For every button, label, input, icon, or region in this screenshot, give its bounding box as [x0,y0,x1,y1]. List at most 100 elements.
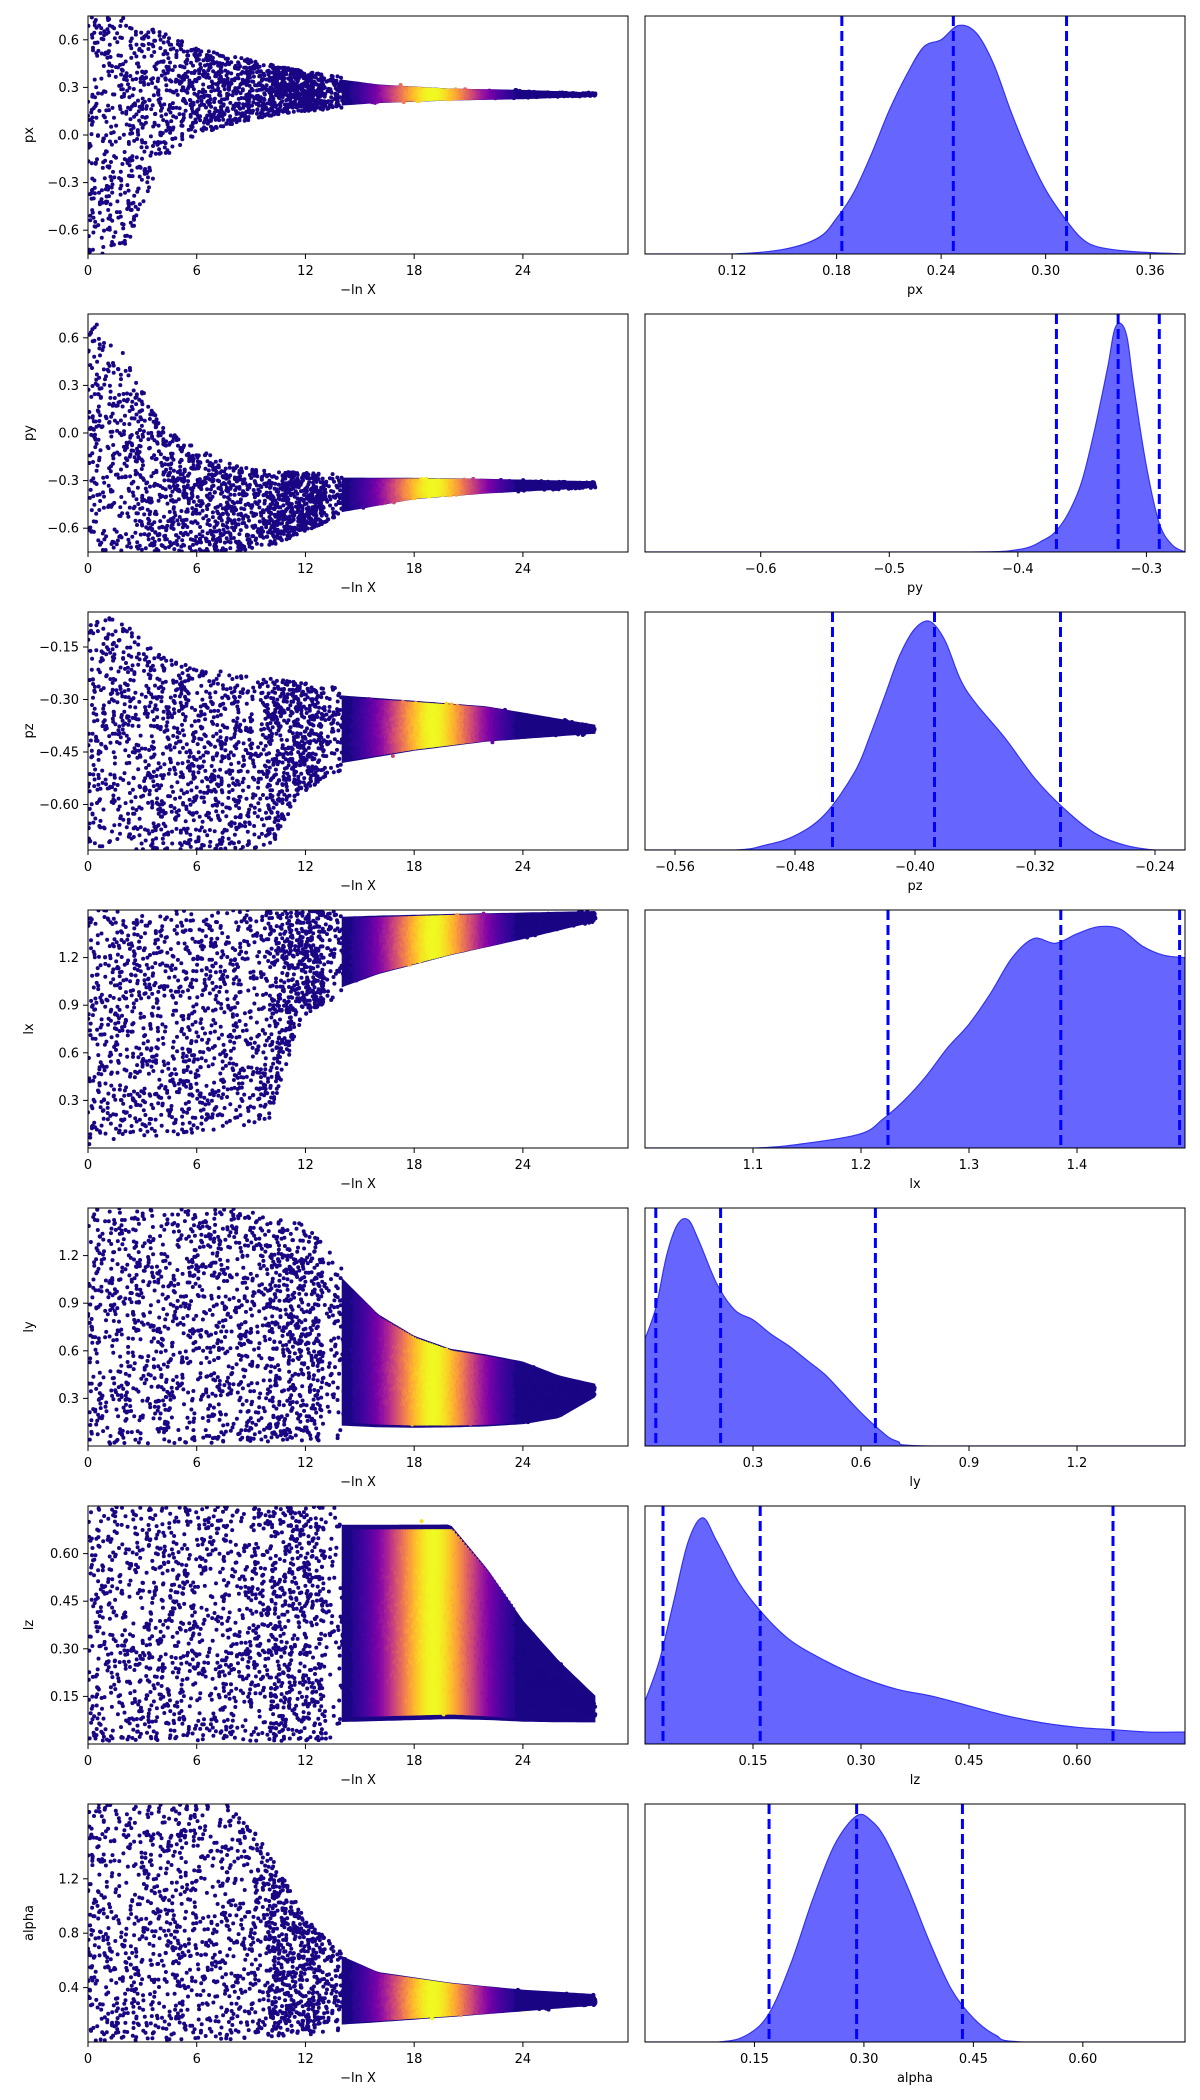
scatter-point [121,226,126,231]
scatter-point [185,532,190,537]
scatter-point [133,518,138,523]
scatter-point [93,95,97,100]
scatter-point [175,92,180,97]
scatter-point [198,65,203,70]
scatter-point [300,505,305,510]
scatter-point [90,247,95,252]
scatter-point [142,99,147,104]
scatter-point [232,492,237,497]
scatter-point [227,465,232,470]
scatter-point [199,540,203,545]
scatter-point [276,489,281,494]
scatter-point [134,77,139,81]
scatter-point [125,511,130,516]
scatter-point [350,496,355,501]
scatter-point [157,147,162,152]
scatter-point [135,137,140,141]
scatter-point [119,72,124,77]
scatter-point [123,241,128,246]
scatter-point [184,517,189,522]
scatter-point [246,115,251,119]
scatter-point [123,368,128,373]
scatter-point [107,42,112,47]
scatter-point [354,502,359,507]
scatter-point [137,202,142,207]
scatter-point [126,188,131,193]
scatter-point [91,215,96,220]
scatter-point [110,64,114,69]
scatter-point [104,149,109,154]
scatter-point [178,468,182,473]
scatter-point [224,536,229,541]
scatter-point [88,410,92,414]
scatter-point [98,413,103,418]
scatter-point [130,131,135,136]
scatter-point [292,513,297,518]
scatter-point [250,504,255,509]
scatter-point [119,183,124,188]
scatter-point [227,461,232,466]
scatter-point [356,480,361,485]
scatter-point [97,108,102,113]
scatter-point [122,500,127,505]
scatter-point [111,130,116,135]
scatter-point [309,102,314,107]
scatter-point [110,69,115,74]
scatter-point [134,459,139,464]
scatter-point [188,529,193,534]
scatter-point [121,222,126,227]
scatter-points [88,16,598,254]
scatter-point [119,83,124,88]
scatter-point [114,210,119,215]
scatter-point [147,532,152,537]
scatter-point [212,490,217,495]
scatter-point [221,102,226,107]
scatter-point [92,30,97,35]
scatter-point [150,81,155,85]
scatter-point [150,536,155,541]
scatter-point [162,145,167,150]
scatter-point [239,469,244,474]
scatter-point [100,200,105,205]
scatter-point [97,455,102,460]
scatter-point [99,76,104,81]
scatter-point [125,397,130,402]
scatter-point [93,219,98,224]
scatter-point [226,70,231,75]
scatter-point [107,164,112,169]
scatter-point [140,459,145,464]
scatter-point [138,165,143,170]
scatter-point [364,485,369,490]
scatter-point [161,59,166,64]
scatter-point [262,97,267,102]
scatter-point [88,213,93,218]
scatter-point [91,460,95,464]
scatter-point [146,47,151,51]
scatter-point [214,471,219,476]
scatter-point [191,63,195,68]
scatter-point [262,468,267,473]
scatter-point [194,503,199,508]
scatter-point [239,56,244,61]
density-plot-area [645,16,1185,254]
y-tick-label: −0.3 [47,176,79,191]
scatter-point [98,353,102,358]
scatter-point [140,402,145,407]
scatter-point [230,122,234,126]
scatter-point [231,536,236,540]
scatter-point [133,29,138,34]
scatter-point [257,519,262,524]
scatter-point [338,95,342,100]
scatter-point [176,497,181,502]
scatter-point [118,372,123,377]
scatter-point [251,108,255,113]
scatter-point [99,540,104,545]
scatter-point [181,49,186,54]
scatter-point [372,498,377,503]
scatter-point [156,92,161,97]
scatter-point [259,485,264,489]
scatter-point [88,363,93,368]
scatter-point [107,194,111,199]
scatter-point [368,501,373,506]
